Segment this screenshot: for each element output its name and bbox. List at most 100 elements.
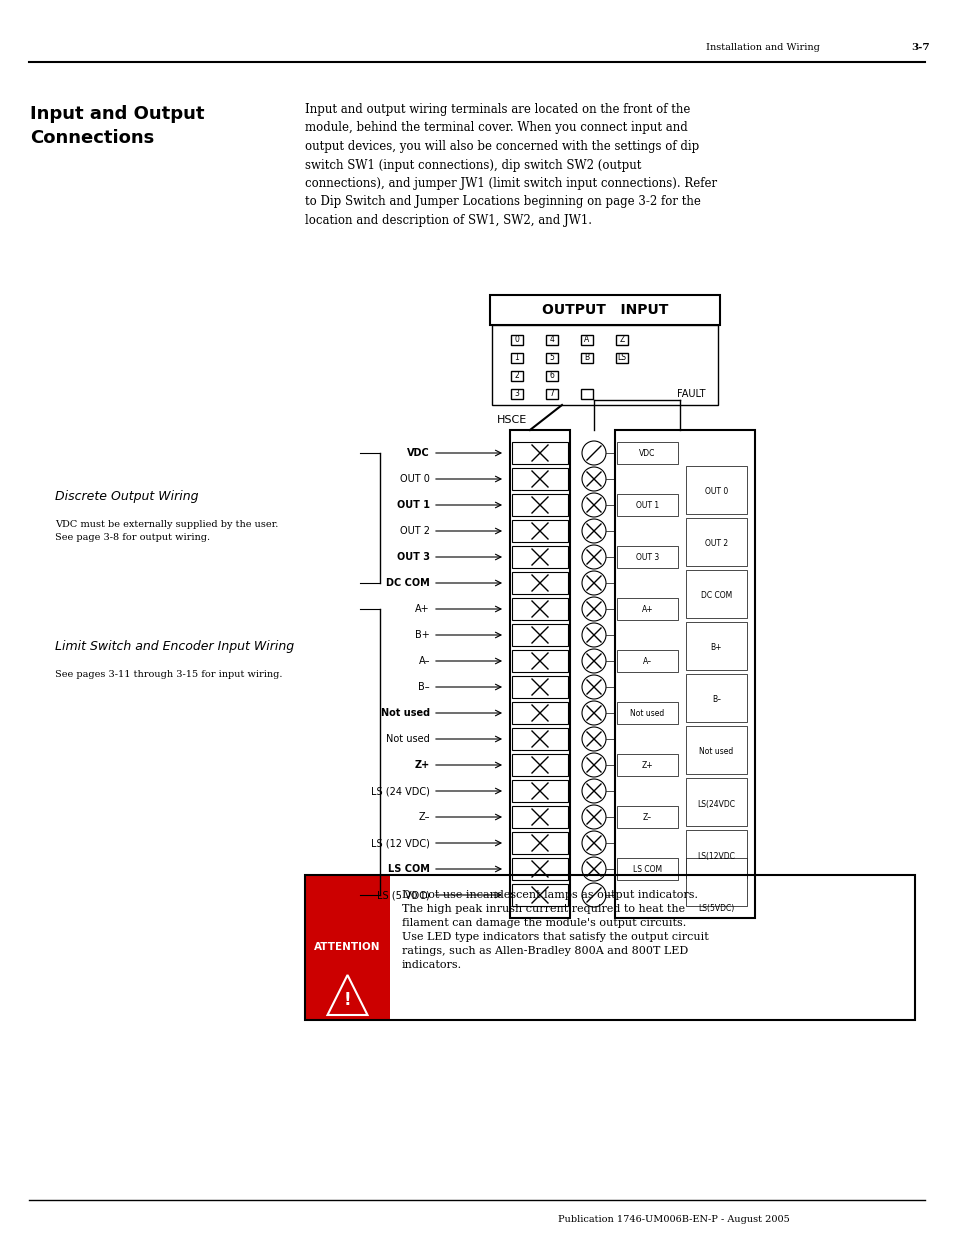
- Text: Z–: Z–: [642, 813, 652, 821]
- Circle shape: [581, 571, 605, 595]
- Bar: [685, 622, 746, 671]
- Bar: [511, 370, 522, 382]
- Text: LS(24VDC: LS(24VDC: [697, 799, 735, 809]
- Text: DC COM: DC COM: [700, 592, 731, 600]
- Bar: [305, 876, 390, 1020]
- Circle shape: [581, 676, 605, 699]
- Bar: [512, 832, 567, 853]
- Text: 0: 0: [514, 336, 518, 345]
- Bar: [510, 430, 569, 918]
- Bar: [617, 546, 678, 568]
- Text: OUT 0: OUT 0: [704, 488, 727, 496]
- Text: A: A: [584, 336, 589, 345]
- Bar: [512, 858, 567, 881]
- Text: Z: Z: [618, 336, 624, 345]
- Text: VDC: VDC: [407, 448, 430, 458]
- Text: A–: A–: [642, 657, 652, 666]
- Text: B+: B+: [710, 643, 721, 652]
- Bar: [512, 755, 567, 776]
- Bar: [512, 598, 567, 620]
- Text: Not used: Not used: [386, 734, 430, 743]
- Circle shape: [581, 753, 605, 777]
- Text: DC COM: DC COM: [386, 578, 430, 588]
- Text: A+: A+: [641, 604, 653, 614]
- Text: A–: A–: [418, 656, 430, 666]
- Text: Input and Output
Connections: Input and Output Connections: [30, 105, 204, 147]
- Text: Not used: Not used: [380, 708, 430, 718]
- Text: Not used: Not used: [630, 709, 664, 718]
- Circle shape: [581, 545, 605, 569]
- Bar: [685, 466, 746, 514]
- Text: OUT 0: OUT 0: [399, 474, 430, 484]
- Bar: [545, 389, 558, 399]
- Text: Not used: Not used: [699, 747, 733, 757]
- Circle shape: [581, 701, 605, 725]
- Text: Do not use incandescent lamps as output indicators.
The high peak inrush current: Do not use incandescent lamps as output …: [401, 890, 708, 969]
- Text: Installation and Wiring: Installation and Wiring: [705, 43, 820, 52]
- Bar: [512, 884, 567, 906]
- Text: Z–: Z–: [418, 811, 430, 823]
- Circle shape: [581, 831, 605, 855]
- Bar: [512, 520, 567, 542]
- Text: 7: 7: [549, 389, 554, 399]
- Bar: [685, 858, 746, 906]
- Bar: [512, 701, 567, 724]
- Text: LS (12 VDC): LS (12 VDC): [371, 839, 430, 848]
- Circle shape: [581, 857, 605, 881]
- Text: B–: B–: [711, 695, 720, 704]
- Text: LS COM: LS COM: [388, 864, 430, 874]
- Text: Publication 1746-UM006B-EN-P - August 2005: Publication 1746-UM006B-EN-P - August 20…: [558, 1215, 789, 1224]
- Text: LS COM: LS COM: [632, 864, 661, 873]
- Text: 4: 4: [549, 336, 554, 345]
- Bar: [617, 494, 678, 516]
- Bar: [685, 778, 746, 826]
- Bar: [617, 442, 678, 464]
- Text: !: !: [343, 990, 351, 1009]
- Bar: [512, 442, 567, 464]
- Text: LS (24 VDC): LS (24 VDC): [371, 785, 430, 797]
- Text: OUTPUT   INPUT: OUTPUT INPUT: [541, 303, 667, 317]
- Bar: [617, 650, 678, 672]
- Bar: [545, 335, 558, 345]
- Bar: [492, 325, 718, 405]
- Text: OUT 3: OUT 3: [396, 552, 430, 562]
- Text: Limit Switch and Encoder Input Wiring: Limit Switch and Encoder Input Wiring: [55, 640, 294, 653]
- Text: 3: 3: [514, 389, 518, 399]
- Circle shape: [581, 493, 605, 517]
- Circle shape: [581, 467, 605, 492]
- Bar: [685, 517, 746, 566]
- Text: Input and output wiring terminals are located on the front of the
module, behind: Input and output wiring terminals are lo…: [305, 103, 717, 227]
- Text: FAULT: FAULT: [677, 389, 705, 399]
- Text: A+: A+: [415, 604, 430, 614]
- Bar: [545, 370, 558, 382]
- Text: OUT 3: OUT 3: [636, 552, 659, 562]
- Circle shape: [581, 650, 605, 673]
- Bar: [305, 876, 914, 1020]
- Bar: [580, 389, 593, 399]
- Text: OUT 2: OUT 2: [704, 540, 727, 548]
- Text: See pages 3-11 through 3-15 for input wiring.: See pages 3-11 through 3-15 for input wi…: [55, 671, 282, 679]
- Bar: [490, 295, 720, 325]
- Text: Z+: Z+: [415, 760, 430, 769]
- Bar: [512, 650, 567, 672]
- Text: LS(12VDC: LS(12VDC: [697, 851, 735, 861]
- Text: OUT 2: OUT 2: [399, 526, 430, 536]
- Bar: [617, 755, 678, 776]
- Bar: [512, 468, 567, 490]
- Bar: [511, 335, 522, 345]
- Bar: [580, 335, 593, 345]
- Bar: [617, 701, 678, 724]
- Bar: [685, 726, 746, 774]
- Circle shape: [581, 805, 605, 829]
- Bar: [685, 830, 746, 878]
- Bar: [512, 494, 567, 516]
- Text: LS(5VDC): LS(5VDC): [698, 904, 734, 913]
- Text: 1: 1: [514, 353, 518, 363]
- Text: LS (5 VDC): LS (5 VDC): [376, 890, 430, 900]
- Bar: [685, 674, 746, 722]
- Circle shape: [581, 519, 605, 543]
- Bar: [616, 353, 627, 363]
- Text: HSCE: HSCE: [497, 415, 527, 425]
- Bar: [512, 806, 567, 827]
- Text: LS: LS: [617, 353, 626, 363]
